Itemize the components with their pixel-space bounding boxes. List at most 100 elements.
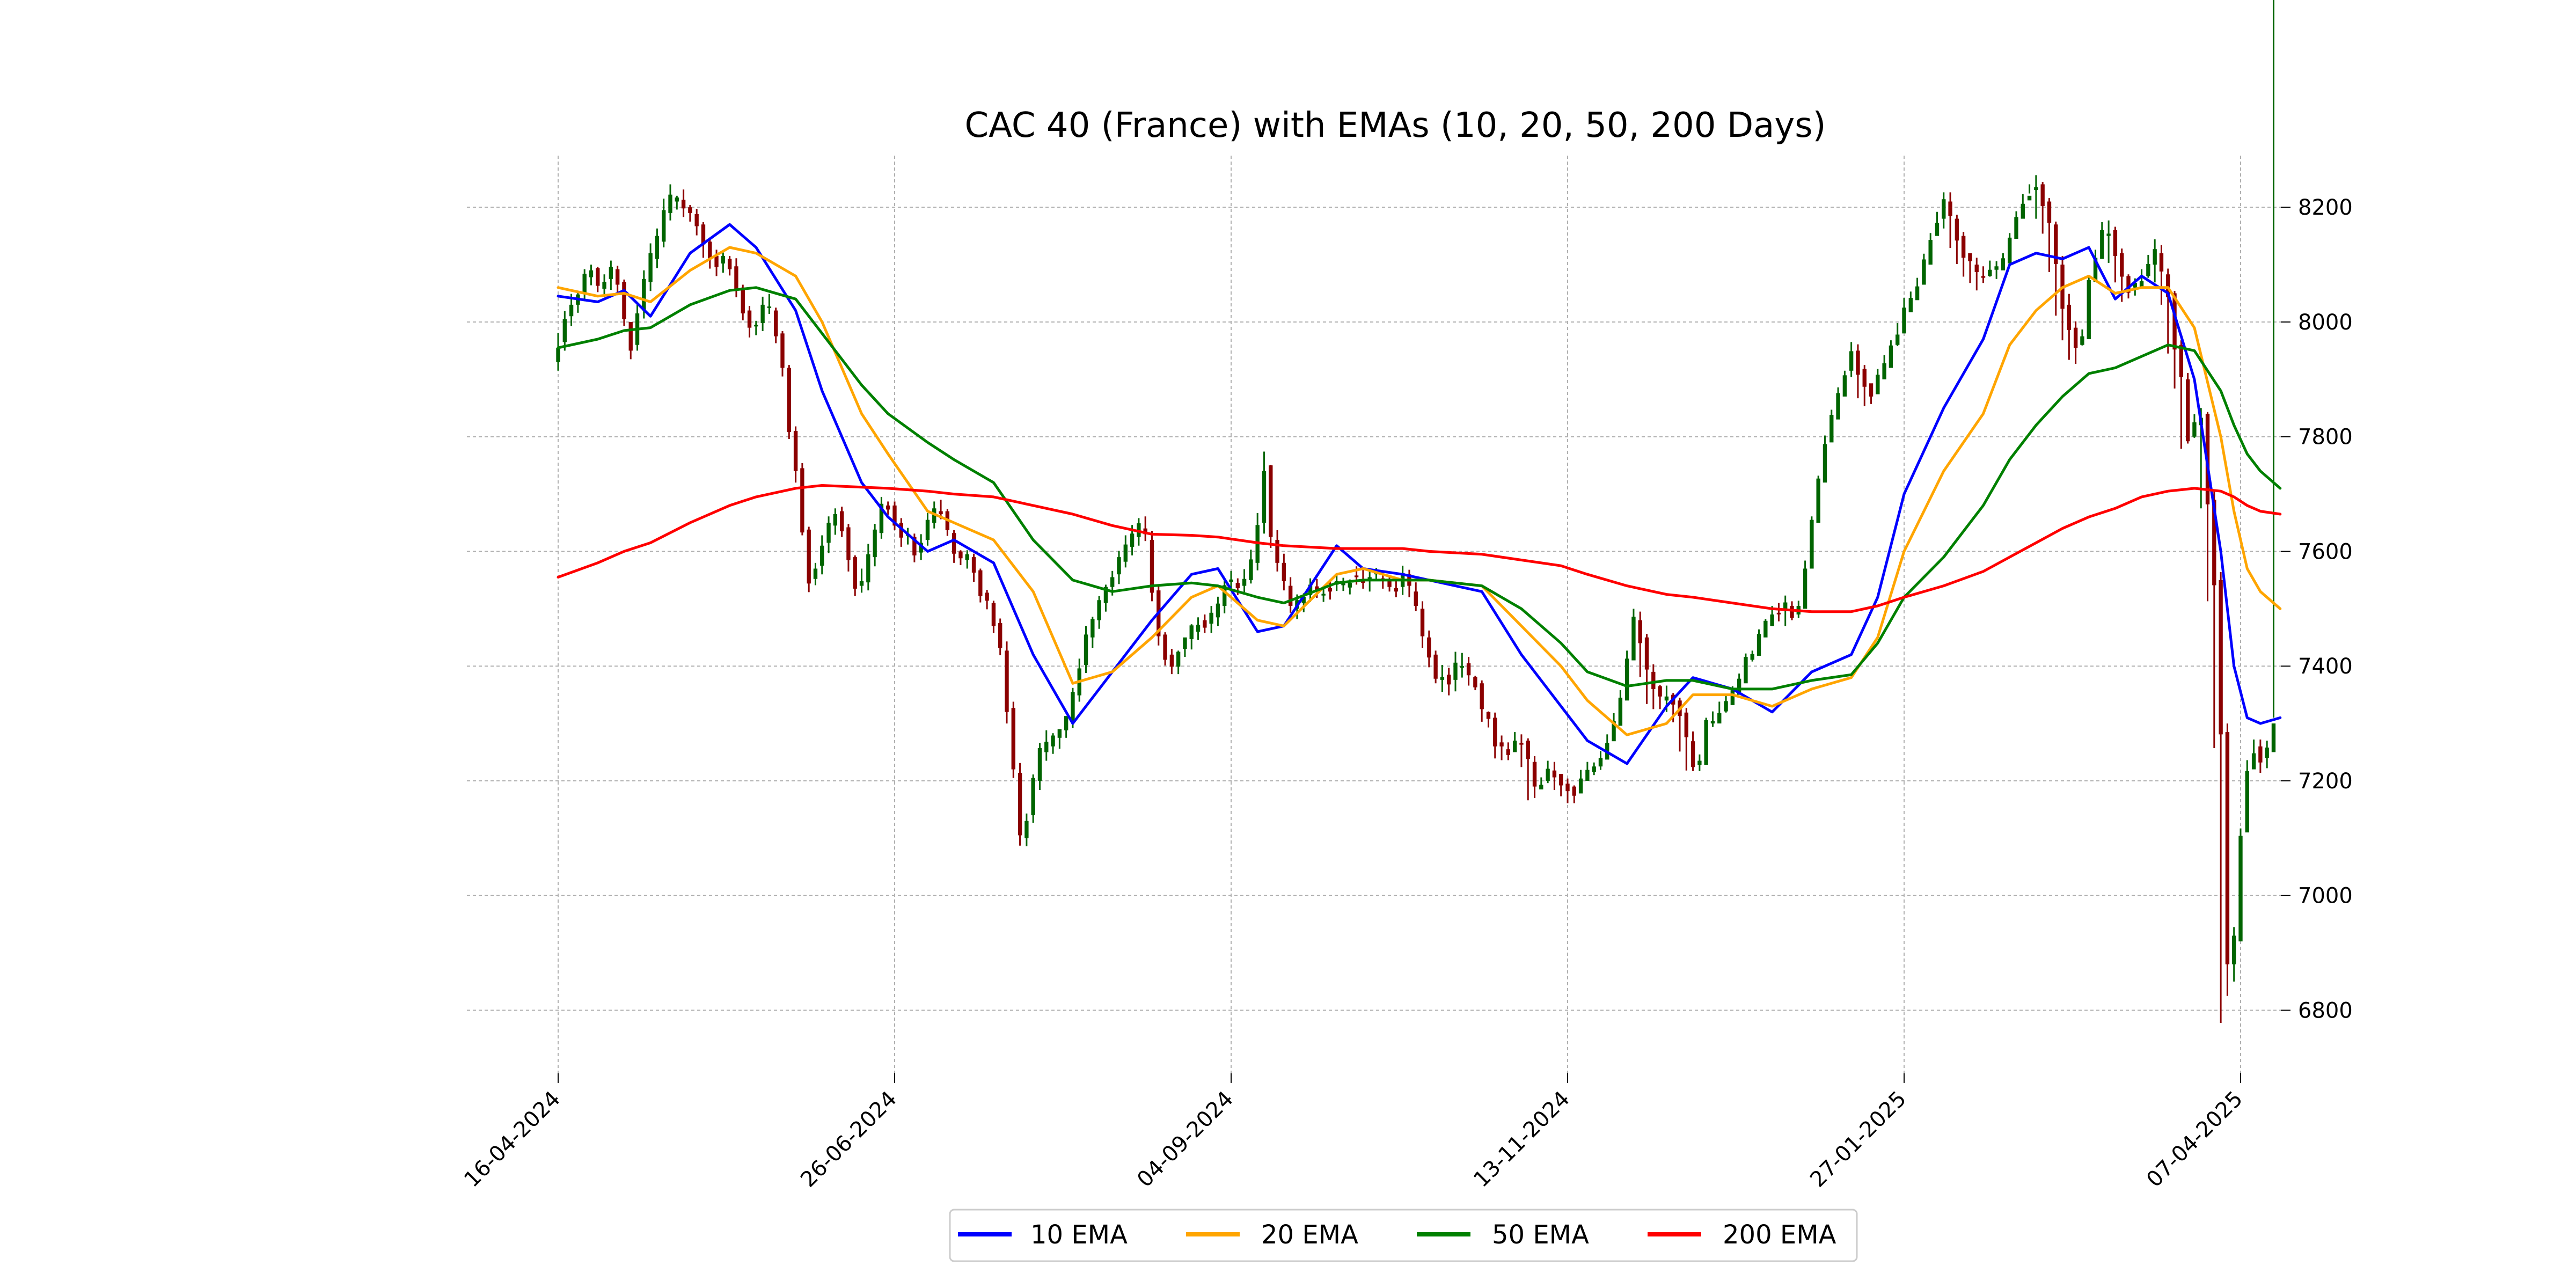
candle-body (1757, 634, 1761, 656)
legend-label-50-ema: 50 EMA (1492, 1220, 1589, 1250)
candle-body (1183, 637, 1187, 649)
candle-body (1638, 620, 1642, 643)
candle-body (1552, 770, 1557, 778)
candle (1480, 680, 1484, 722)
candle (741, 284, 745, 320)
candle (1869, 383, 1874, 404)
candle (1064, 716, 1069, 738)
y-tick-label: 7600 (2298, 539, 2353, 564)
candle-body (2159, 253, 2164, 272)
y-tick-label: 7400 (2298, 654, 2353, 679)
ema-lines (557, 223, 2282, 765)
y-tick-label: 8200 (2298, 195, 2353, 220)
candle (965, 550, 969, 569)
candle-body (1572, 786, 1576, 796)
candle-body (958, 551, 963, 559)
candle-body (1902, 308, 1906, 334)
candle (1532, 756, 1537, 798)
candle (774, 308, 778, 343)
candle (2139, 269, 2144, 288)
candle (1974, 258, 1979, 291)
legend-label-200-ema: 200 EMA (1723, 1220, 1836, 1250)
candle (615, 266, 620, 293)
candle-body (1480, 683, 1484, 709)
candle-body (767, 306, 772, 309)
candle (2258, 739, 2263, 773)
candle-body (1724, 701, 1728, 712)
candle (1420, 601, 1425, 648)
candle-body (2047, 201, 2052, 223)
candle-body (1869, 383, 1874, 397)
candle-body (1071, 692, 1075, 721)
candle (1229, 570, 1233, 590)
candle (1493, 712, 1497, 759)
candle-body (965, 554, 969, 560)
candle-body (642, 279, 646, 311)
candle (991, 601, 996, 633)
candle (1024, 813, 1029, 846)
y-tick-label: 7000 (2298, 884, 2353, 909)
candle-body (1624, 658, 1629, 701)
candle-body (2100, 230, 2104, 259)
candle-body (1203, 620, 1207, 628)
candle (1275, 530, 1279, 572)
candle-body (2245, 771, 2249, 833)
candle (1638, 611, 1642, 677)
candle (1882, 355, 1886, 379)
candle (701, 222, 706, 258)
candle (1183, 637, 1187, 657)
candle-body (1730, 690, 1735, 705)
candle (2047, 198, 2052, 272)
candle-body (1532, 762, 1537, 787)
candle (1084, 626, 1088, 674)
candle (1961, 232, 1966, 277)
candle (1889, 340, 1893, 368)
candle-body (2001, 258, 2006, 270)
candle-body (2251, 753, 2256, 770)
candle (1823, 435, 1827, 483)
candle-body (1229, 579, 1233, 582)
candle-body (1163, 634, 1167, 660)
candle (1968, 253, 1972, 283)
candle-body (1176, 652, 1181, 667)
candle (1209, 605, 1213, 633)
candle (787, 365, 791, 439)
candle-body (774, 310, 778, 336)
candle (1585, 762, 1590, 781)
candle-body (1644, 637, 1649, 670)
candle-body (1011, 708, 1015, 770)
candle (628, 321, 633, 360)
candle-body (807, 529, 811, 584)
candle-body (866, 554, 870, 583)
candle-body (688, 207, 692, 213)
candle-body (668, 194, 672, 213)
candle-body (675, 197, 679, 202)
candle (2073, 321, 2078, 364)
candle (978, 568, 983, 603)
candle (622, 279, 626, 326)
candle (1473, 676, 1477, 691)
candle-body (2106, 233, 2111, 236)
candle-body (1988, 269, 1992, 276)
candle-body (1849, 351, 1854, 371)
candle (2166, 268, 2170, 354)
candle-body (1829, 415, 1834, 443)
candle-body (1051, 735, 1055, 747)
candle-body (1103, 587, 1108, 603)
candle-body (1341, 583, 1345, 586)
candle-body (1710, 721, 1715, 724)
candle (2027, 184, 2032, 201)
candle-body (991, 603, 996, 626)
candle-body (1750, 654, 1754, 660)
candle (1539, 777, 1543, 789)
candle (892, 501, 897, 530)
candle (1427, 630, 1431, 668)
candle (2040, 182, 2045, 234)
candle (2225, 723, 2230, 996)
candle-body (1499, 742, 1504, 747)
candle (925, 513, 930, 546)
candle (1829, 409, 1834, 443)
candle-body (912, 537, 917, 555)
candle (708, 240, 712, 269)
candle (1546, 760, 1550, 784)
